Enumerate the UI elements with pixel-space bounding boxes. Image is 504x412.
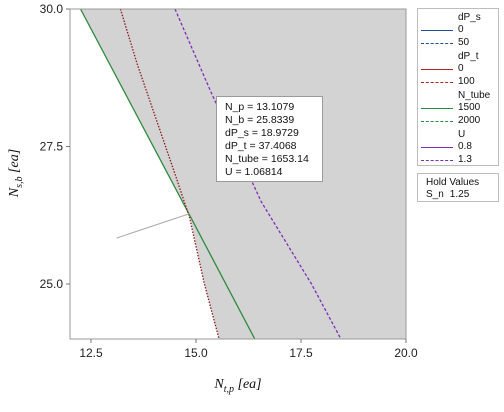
legend: dP_s 0 50 dP_t 0 100 N_tube 1500 2000 U	[417, 8, 499, 166]
y-tick-label: 30.0	[40, 2, 64, 16]
legend-item-label: 100	[458, 76, 475, 87]
annotation-line: N_tube = 1653.14	[225, 153, 309, 165]
legend-group-title: U	[458, 129, 466, 140]
x-tick-label: 17.5	[289, 346, 313, 360]
hold-values-value: 1.25	[449, 189, 470, 200]
series-line-crosshair	[116, 213, 190, 239]
legend-item-label: 1.3	[458, 154, 472, 165]
x-tick-label: 20.0	[394, 346, 418, 360]
annotation-line: N_p = 13.1079	[225, 101, 295, 113]
y-axis-label: Ns,b [ea]	[7, 149, 25, 198]
x-axis-label: Nt,p [ea]	[213, 377, 261, 395]
legend-item: 1.3	[418, 154, 500, 166]
series-line-u-1-3	[174, 9, 342, 339]
prediction-annotation: N_p = 13.1079 N_b = 25.8339 dP_s = 18.97…	[216, 96, 323, 182]
legend-item: 2000	[418, 115, 500, 127]
x-tick-label: 15.0	[184, 346, 208, 360]
hold-values-name: S_n	[426, 189, 444, 200]
y-tick-label: 27.5	[40, 140, 64, 154]
hold-values-title: Hold Values	[426, 177, 480, 188]
legend-item: 1500	[418, 102, 500, 114]
plot-border	[69, 8, 407, 340]
annotation-line: U = 1.06814	[225, 166, 283, 178]
hold-values-row: S_n 1.25	[426, 189, 475, 200]
legend-item-label: 1500	[458, 102, 481, 113]
annotation-line: dP_t = 37.4068	[225, 140, 297, 152]
legend-group-title: N_tube	[458, 90, 491, 101]
legend-item-label: 0	[458, 24, 464, 35]
legend-item-label: 0.8	[458, 141, 472, 152]
legend-group-title: dP_t	[458, 51, 479, 62]
legend-item: 100	[418, 76, 500, 88]
legend-group-title: dP_s	[458, 12, 481, 23]
series-line-n-tube-1500	[79, 9, 256, 339]
annotation-line: N_b = 25.8339	[225, 114, 295, 126]
x-tick-label: 12.5	[79, 346, 103, 360]
y-tick-label: 25.0	[40, 277, 64, 291]
legend-item-label: 50	[458, 37, 470, 48]
legend-item: 0.8	[418, 141, 500, 153]
legend-item-label: 2000	[458, 115, 481, 126]
legend-item: 0	[418, 63, 500, 75]
legend-item: 0	[418, 24, 500, 36]
hold-values-box: Hold Values S_n 1.25	[417, 173, 499, 202]
series-line-dp-t-100	[119, 9, 220, 339]
legend-item-label: 0	[458, 63, 464, 74]
annotation-line: dP_s = 18.9729	[225, 127, 299, 139]
legend-item: 50	[418, 37, 500, 49]
